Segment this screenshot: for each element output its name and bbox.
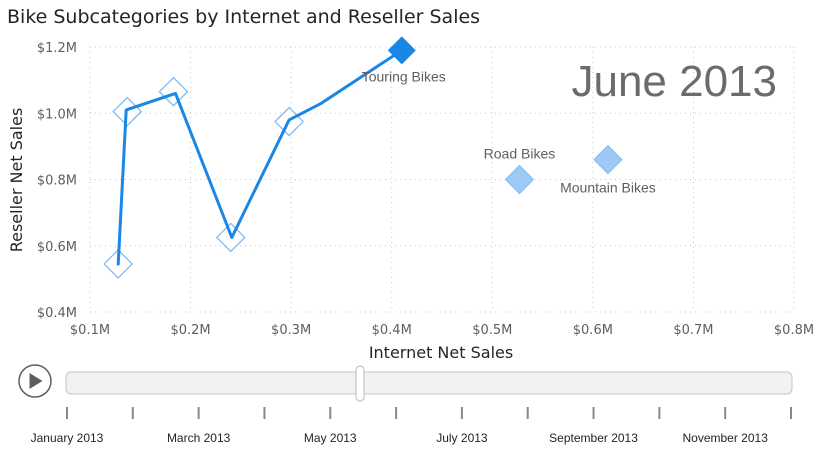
data-point-label: Mountain Bikes [560, 180, 656, 196]
play-axis-month-label: March 2013 [167, 431, 231, 445]
gridlines [89, 46, 795, 313]
x-tick-label: $0.1M [70, 323, 110, 338]
x-tick-labels: $0.1M $0.2M $0.3M $0.4M $0.5M $0.6M $0.7M $0.8M [70, 323, 814, 338]
y-tick-label: $0.4M [37, 306, 77, 321]
y-tick-label: $0.6M [37, 240, 77, 255]
data-point-label: Road Bikes [484, 146, 556, 162]
play-axis-month-label: July 2013 [436, 431, 488, 445]
play-axis-month-label: January 2013 [31, 431, 104, 445]
play-axis-track[interactable] [65, 371, 793, 395]
y-tick-labels: $0.4M $0.6M $0.8M $1.0M $1.2M [37, 41, 77, 321]
touring-bikes-label: Touring Bikes [362, 68, 446, 84]
play-axis-ticks [66, 407, 792, 419]
play-axis-month-label: November 2013 [682, 431, 768, 445]
play-axis-frame-label: June 2013 [571, 57, 777, 106]
x-tick-label: $0.5M [472, 323, 512, 338]
data-point[interactable] [504, 164, 535, 195]
data-point[interactable] [593, 144, 623, 175]
play-axis-month-labels: January 2013 March 2013 May 2013 July 2013 S… [31, 431, 769, 445]
chart-title: Bike Subcategories by Internet and Resel… [7, 6, 480, 28]
y-tick-label: $1.0M [37, 107, 77, 122]
play-axis-month-label: September 2013 [549, 431, 638, 445]
play-axis-slider-handle[interactable] [355, 365, 365, 402]
data-points: Road Bikes Mountain Bikes [484, 144, 656, 196]
play-icon [29, 373, 43, 389]
touring-bikes-trail: Touring Bikes [103, 36, 446, 279]
x-tick-label: $0.8M [774, 323, 814, 338]
x-tick-label: $0.6M [573, 323, 613, 338]
trail-line [116, 48, 404, 266]
touring-bikes-point[interactable] [387, 36, 416, 65]
x-tick-label: $0.4M [372, 323, 412, 338]
play-axis-month-label: May 2013 [304, 431, 357, 445]
y-tick-label: $0.8M [37, 174, 77, 189]
x-tick-label: $0.3M [271, 323, 311, 338]
x-tick-label: $0.2M [170, 323, 210, 338]
y-tick-label: $1.2M [37, 41, 77, 56]
x-axis-title: Internet Net Sales [369, 343, 513, 362]
play-button[interactable] [18, 364, 52, 398]
y-axis-title: Reseller Net Sales [7, 108, 26, 253]
x-tick-label: $0.7M [673, 323, 713, 338]
trail-history-marker [158, 76, 189, 107]
